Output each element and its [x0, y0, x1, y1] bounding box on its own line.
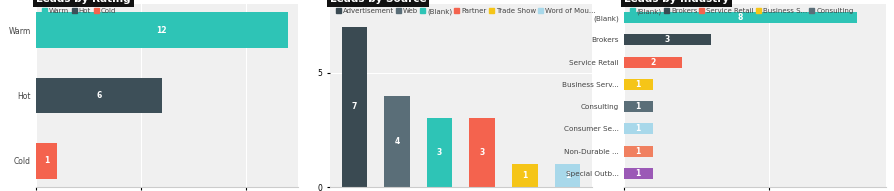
Bar	[623, 57, 681, 68]
Text: 1: 1	[635, 80, 640, 89]
Text: Leads by Source: Leads by Source	[329, 0, 426, 4]
Text: 3: 3	[436, 148, 442, 157]
Text: 1: 1	[635, 146, 640, 155]
Legend: Warm, Hot, Cold: Warm, Hot, Cold	[39, 6, 119, 17]
Bar	[623, 79, 652, 90]
Bar	[36, 143, 56, 179]
Bar	[384, 96, 409, 187]
Bar	[623, 12, 856, 23]
Text: 6: 6	[96, 91, 101, 100]
Text: 1: 1	[635, 169, 640, 178]
Text: 12: 12	[156, 26, 167, 35]
Bar	[623, 101, 652, 112]
Text: Leads by Rating: Leads by Rating	[36, 0, 131, 4]
Text: 1: 1	[564, 171, 569, 180]
Bar	[36, 78, 162, 113]
Bar	[623, 123, 652, 134]
Bar	[426, 118, 451, 187]
Bar	[469, 118, 494, 187]
Bar	[342, 27, 367, 187]
Bar	[623, 168, 652, 179]
Text: 3: 3	[479, 148, 485, 157]
Text: 1: 1	[635, 124, 640, 133]
Bar	[36, 12, 287, 48]
Text: 1: 1	[635, 102, 640, 111]
Text: 8: 8	[737, 13, 742, 22]
Text: 4: 4	[394, 137, 400, 146]
Text: 2: 2	[649, 58, 654, 67]
Legend: (Blank), Brokers, Service Retail, Business S..., Consulting: (Blank), Brokers, Service Retail, Busine…	[627, 6, 856, 18]
Bar	[554, 164, 579, 187]
Text: 1: 1	[44, 156, 49, 165]
Text: 3: 3	[664, 36, 670, 45]
Bar	[623, 34, 711, 45]
Bar	[511, 164, 537, 187]
Bar	[623, 146, 652, 157]
Text: 7: 7	[351, 102, 357, 112]
Legend: Advertisement, Web, (Blank), Partner, Trade Show, Word of Mou...: Advertisement, Web, (Blank), Partner, Tr…	[333, 6, 597, 18]
Text: 1: 1	[521, 171, 527, 180]
Text: Leads by Industry: Leads by Industry	[623, 0, 728, 4]
